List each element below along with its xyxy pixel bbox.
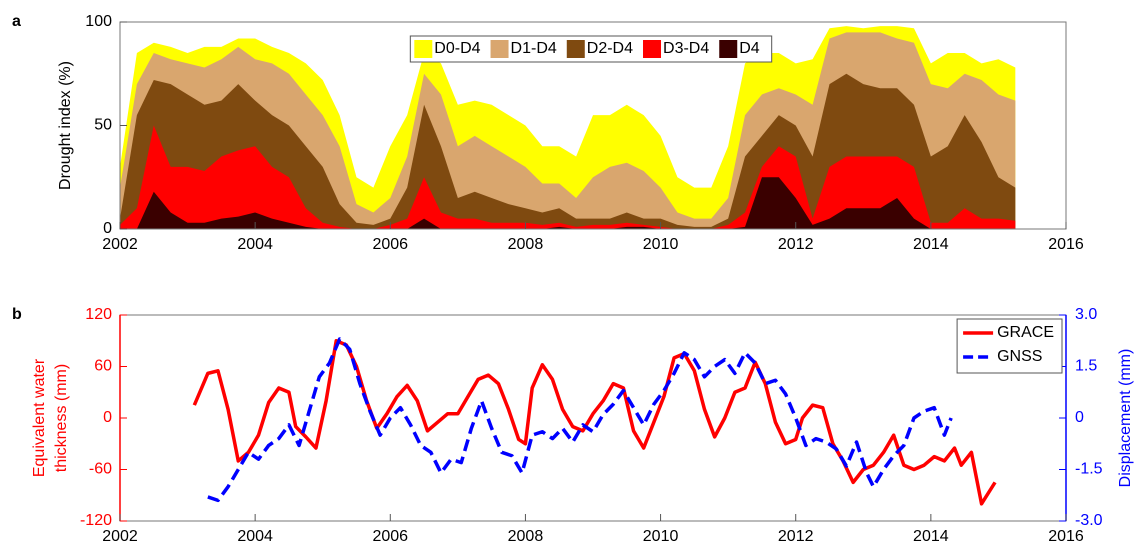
- x-tick-label: 2010: [643, 528, 679, 545]
- line: [192, 339, 997, 506]
- x-tick-label: 2016: [1048, 528, 1084, 545]
- plot-area: [192, 337, 997, 506]
- x-tick-label: 2014: [913, 236, 949, 253]
- legend-label: GNSS: [997, 348, 1042, 365]
- legend-swatch: [414, 40, 433, 58]
- x-tick-label: 2008: [508, 528, 544, 545]
- y-tick-label: 0: [103, 220, 112, 237]
- x-tick-label: 2014: [913, 528, 949, 545]
- x-tick-label: 2008: [508, 236, 544, 253]
- y2-tick-label: 1.5: [1075, 358, 1097, 375]
- legend-swatch: [719, 40, 738, 58]
- x-tick-label: 2002: [102, 236, 138, 253]
- x-tick-label: 2002: [102, 528, 138, 545]
- legend-swatch: [643, 40, 662, 58]
- y-tick-label: 60: [94, 358, 112, 375]
- line: [207, 337, 953, 503]
- y-axis-label: Equivalent water: [31, 358, 48, 477]
- legend-swatch: [566, 40, 585, 58]
- y-tick-label: 120: [85, 306, 112, 323]
- y2-axis-label: Displacement (mm): [1117, 349, 1134, 488]
- y2-tick-label: -3.0: [1075, 512, 1103, 529]
- panel: a 2002 2004 2006 2008 2010 2012 2014 2016 0 50 100 D…: [12, 13, 1084, 253]
- axes-frame: [119, 314, 1067, 522]
- x-tick-label: 2004: [237, 236, 273, 253]
- x-tick-label: 2004: [237, 528, 273, 545]
- legend-box: [409, 35, 773, 63]
- x-tick-label: 2006: [372, 236, 408, 253]
- x-tick-label: 2010: [643, 236, 679, 253]
- x-tick-label: 2006: [372, 528, 408, 545]
- legend-label: D2-D4: [587, 40, 633, 57]
- plot-area: [120, 26, 1016, 229]
- x-tick-label: 2012: [778, 236, 814, 253]
- x-tick-label: 2012: [778, 528, 814, 545]
- legend-label: D4: [739, 40, 760, 57]
- legend-label: D1-D4: [511, 40, 557, 57]
- area: [120, 177, 1016, 229]
- legend-box: [956, 318, 1063, 374]
- y-axis-label: thickness (mm): [53, 364, 70, 472]
- x-tick-label: 2016: [1048, 236, 1084, 253]
- legend-label: D3-D4: [663, 40, 709, 57]
- y2-tick-label: 3.0: [1075, 306, 1097, 323]
- legend: D0-D4 D1-D4 D2-D4 D3-D4 D4: [409, 35, 773, 63]
- legend: GRACE GNSS: [956, 318, 1063, 374]
- y-tick-label: 100: [85, 13, 112, 30]
- y-tick-label: 50: [94, 117, 112, 134]
- y-tick-label: -60: [89, 461, 112, 478]
- panel: b 2002 2004 2006 2008 2010 2012 2014 2016 -120 -60…: [12, 306, 1134, 545]
- legend-label: GRACE: [997, 324, 1054, 341]
- y-axis-label: Drought index (%): [57, 61, 74, 190]
- y-tick-label: 0: [103, 409, 112, 426]
- y2-tick-label: 0: [1075, 409, 1084, 426]
- legend-swatch: [490, 40, 509, 58]
- panel-label: a: [12, 13, 21, 30]
- panel-label: b: [12, 306, 22, 323]
- y2-tick-label: -1.5: [1075, 461, 1103, 478]
- y-tick-label: -120: [80, 512, 112, 529]
- legend-label: D0-D4: [434, 40, 480, 57]
